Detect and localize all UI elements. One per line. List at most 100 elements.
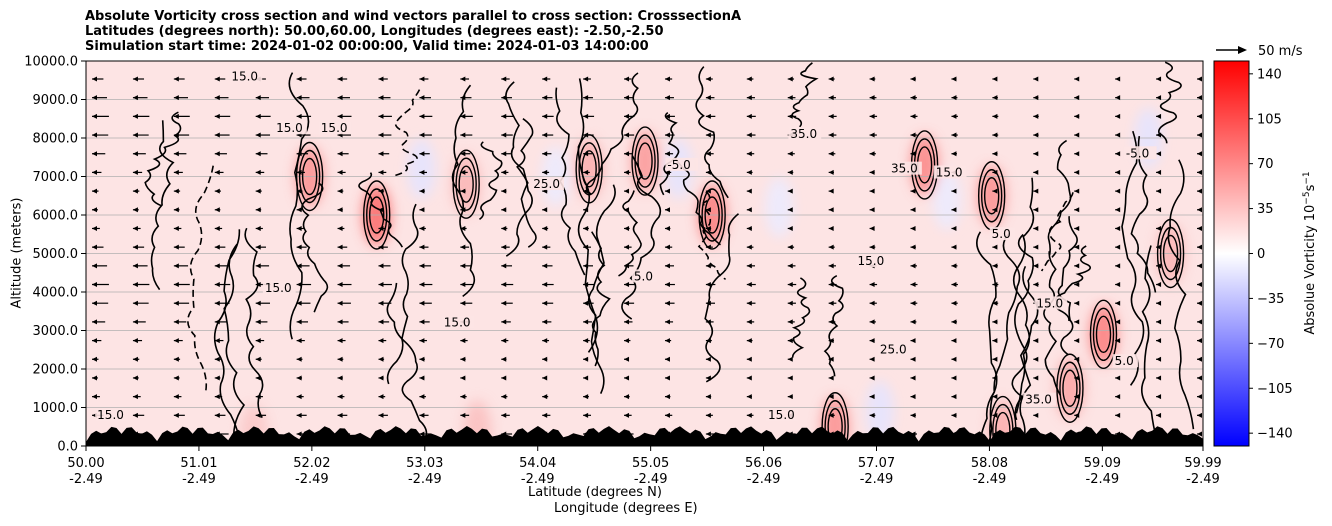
wind-vector — [746, 113, 756, 119]
wind-vector — [255, 113, 271, 119]
wind-vector — [787, 188, 793, 194]
wind-vector — [255, 151, 268, 157]
wind-vector — [787, 338, 794, 344]
wind-vector — [583, 225, 589, 231]
wind-vector — [92, 225, 100, 231]
chart-title: Absolute Vorticity cross section and win… — [85, 9, 741, 54]
wind-vector — [542, 207, 548, 213]
wind-vector — [1115, 394, 1121, 400]
wind-vector — [378, 76, 388, 82]
wind-vector — [583, 375, 589, 381]
wind-vector — [132, 225, 141, 231]
wind-vector — [828, 412, 835, 418]
wind-vector — [705, 188, 711, 194]
wind-vector — [705, 338, 712, 344]
wind-vector — [1156, 319, 1162, 325]
wind-vector — [869, 319, 876, 325]
wind-vector — [583, 319, 592, 325]
x-tick-label-lat: 57.07 — [858, 456, 895, 471]
wind-vector — [624, 282, 635, 288]
wind-vector — [1197, 132, 1202, 138]
wind-vector — [501, 338, 509, 344]
contour-label: 15.0 — [936, 166, 963, 180]
wind-vector — [910, 76, 916, 82]
wind-vector — [419, 263, 432, 269]
wind-vector — [542, 319, 552, 325]
wind-vector — [869, 300, 877, 306]
y-tick-label: 4000.0 — [33, 286, 79, 301]
wind-vector — [460, 169, 468, 175]
wind-vector — [583, 338, 590, 344]
wind-vector — [869, 282, 878, 288]
wind-vector — [746, 151, 755, 157]
wind-vector — [992, 207, 998, 213]
wind-vector — [746, 95, 755, 101]
wind-vector — [1156, 375, 1162, 381]
wind-vector — [255, 412, 267, 418]
wind-vector — [787, 113, 797, 119]
contour-loop — [581, 150, 597, 188]
wind-vector — [378, 394, 386, 400]
contour-loop — [1162, 234, 1179, 273]
wind-vector — [542, 151, 552, 157]
wind-vector — [255, 207, 262, 213]
wind-vector — [1156, 132, 1162, 138]
y-tick-label: 8000.0 — [33, 132, 79, 147]
wind-vector — [460, 375, 466, 381]
contour-loop — [637, 142, 653, 180]
wind-vector — [951, 356, 957, 362]
wind-vector — [460, 151, 471, 157]
wind-vector — [542, 375, 548, 381]
wind-vector — [214, 338, 224, 344]
wind-vector — [92, 375, 98, 381]
vorticity-feature — [407, 138, 436, 199]
wind-vector — [255, 375, 262, 381]
vorticity-feature — [1089, 304, 1118, 365]
wind-vector — [337, 169, 346, 175]
wind-vector — [951, 207, 957, 213]
x-tick-label-lat: 56.06 — [745, 456, 782, 471]
contour-label: 35.0 — [891, 162, 918, 176]
contour-line — [704, 213, 740, 383]
contour-line — [386, 203, 419, 385]
wind-vector — [869, 132, 877, 138]
wind-vector — [951, 188, 957, 194]
wind-vector — [378, 356, 385, 362]
wind-vector — [255, 244, 266, 250]
wind-vector — [542, 282, 554, 288]
wind-vector — [1033, 76, 1039, 82]
wind-vector — [1156, 76, 1162, 82]
contour-line — [288, 72, 310, 340]
wind-vector — [214, 188, 221, 194]
wind-vector — [583, 356, 589, 362]
x-tick-label-lon: -2.49 — [1186, 472, 1220, 487]
wind-vector — [705, 151, 714, 157]
wind-vector — [1033, 225, 1039, 231]
contour-line — [505, 81, 533, 257]
wind-vector — [214, 375, 221, 381]
wind-vector — [951, 319, 957, 325]
wind-vector — [501, 169, 509, 175]
wind-vector — [1115, 319, 1121, 325]
wind-vector — [624, 412, 632, 418]
wind-vector — [419, 207, 425, 213]
wind-vector — [419, 356, 425, 362]
contour-line — [150, 120, 175, 291]
wind-vector — [460, 263, 472, 269]
wind-vector — [173, 394, 182, 400]
wind-vector — [1074, 95, 1080, 101]
wind-vector — [173, 282, 190, 288]
wind-vector — [501, 394, 508, 400]
colorbar-label: Absolue Vorticity 10−5s−1 — [1302, 171, 1318, 334]
vorticity-feature — [765, 177, 794, 238]
wind-vector — [1074, 375, 1080, 381]
wind-vector — [1115, 225, 1121, 231]
wind-vector — [255, 338, 265, 344]
wind-vector — [1115, 412, 1121, 418]
y-tick-label: 2000.0 — [33, 363, 79, 378]
contour-label: 15.0 — [1036, 296, 1063, 310]
contour-loop — [452, 149, 480, 219]
wind-vector — [951, 412, 957, 418]
wind-vector — [296, 76, 307, 82]
wind-vector — [705, 76, 713, 82]
